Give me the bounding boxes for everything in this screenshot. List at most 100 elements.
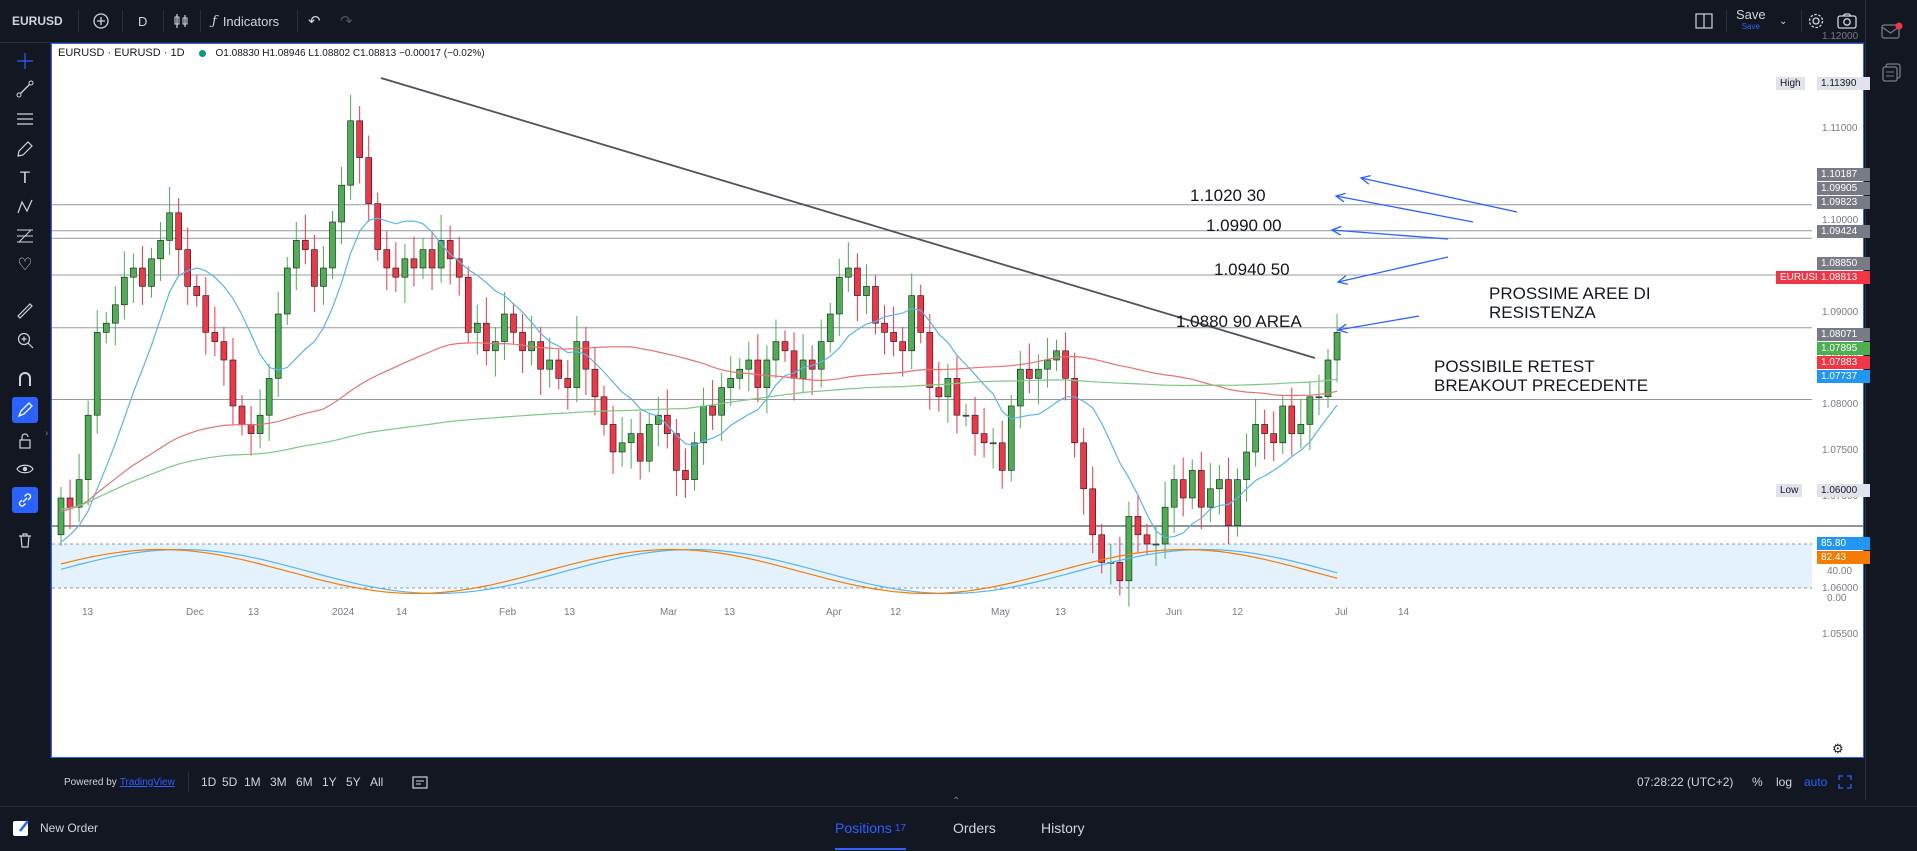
range-button-6m[interactable]: 6M — [296, 775, 313, 789]
tab-orders[interactable]: Orders — [953, 820, 996, 836]
candle-body — [700, 405, 707, 444]
annotation-level-2[interactable]: 1.0990 00 — [1206, 216, 1282, 235]
price-tick: 1.08000 — [1822, 399, 1859, 410]
candle-body — [1252, 424, 1259, 453]
candle-body — [293, 240, 300, 269]
arrow-to-level-2-head — [1334, 192, 1346, 203]
favorites-heart-icon[interactable]: ♡ — [17, 255, 33, 274]
axis-settings-gear-icon[interactable]: ⚙ — [1832, 741, 1844, 756]
add-symbol-icon[interactable] — [92, 0, 110, 42]
candle-body — [383, 249, 391, 269]
trend-line-icon[interactable] — [12, 76, 38, 102]
collapse-chevron-icon[interactable]: › — [45, 428, 49, 439]
candle-body — [998, 442, 1006, 471]
symbol-search[interactable]: EURUSD — [12, 14, 63, 28]
candle-body — [121, 276, 128, 306]
price-badge: 1.07883 — [1817, 356, 1870, 369]
candle-body — [1007, 405, 1015, 471]
candle-body — [645, 424, 653, 462]
candle-body — [845, 267, 852, 278]
horizontal-lines-icon[interactable] — [12, 106, 38, 132]
candle-body — [148, 258, 155, 287]
range-button-5d[interactable]: 5D — [222, 775, 238, 789]
price-badge-label: Low — [1776, 484, 1803, 497]
legend-title[interactable]: EURUSD · EURUSD · 1D — [58, 47, 185, 59]
new-order-button[interactable]: New Order — [12, 806, 98, 850]
candle-body — [1016, 368, 1024, 407]
panel-toggle-chevron-up-icon[interactable]: ⌃ — [952, 796, 961, 807]
date-range-icon[interactable] — [412, 760, 428, 804]
save-button[interactable]: Save Save — [1736, 7, 1766, 31]
log-toggle[interactable]: log — [1776, 775, 1793, 789]
percent-toggle[interactable]: % — [1752, 775, 1763, 789]
fib-icon[interactable] — [12, 223, 38, 249]
time-tick: 13 — [1055, 607, 1067, 618]
interval-button[interactable]: D — [138, 13, 148, 29]
lock-icon[interactable] — [12, 428, 38, 454]
candle-body — [953, 378, 961, 416]
redo-icon[interactable]: ↷ — [340, 13, 353, 30]
ruler-icon[interactable] — [12, 298, 38, 324]
market-status-dot — [198, 49, 206, 57]
candle-body — [854, 267, 861, 296]
candle-body — [1297, 424, 1305, 434]
candle-body — [492, 341, 499, 352]
price-tick: 1.09000 — [1822, 307, 1859, 318]
candle-body — [736, 368, 744, 379]
pattern-icon[interactable] — [12, 194, 38, 220]
annotation-level-3[interactable]: 1.0940 50 — [1214, 260, 1290, 279]
candle-body — [1306, 396, 1314, 425]
drawing-mode-pencil-icon[interactable] — [12, 397, 38, 423]
indicators-button[interactable]: ƒ Indicators — [212, 13, 280, 29]
annotation-resistance-note[interactable]: PROSSIME AREE DI RESISTENZA — [1489, 284, 1651, 322]
annotation-retest-note[interactable]: POSSIBILE RETEST BREAKOUT PRECEDENTE — [1434, 357, 1649, 395]
oscillator-badge: 85.80 — [1817, 537, 1870, 550]
delete-trash-icon[interactable] — [12, 527, 38, 553]
sync-link-icon[interactable] — [12, 487, 38, 513]
snapshot-camera-icon[interactable] — [1837, 0, 1857, 42]
tab-history[interactable]: History — [1041, 820, 1085, 836]
crosshair-icon[interactable] — [12, 48, 38, 74]
zoom-in-icon[interactable] — [12, 327, 38, 353]
layout-icon[interactable] — [1695, 0, 1713, 42]
save-menu-chevron-down-icon[interactable]: ⌄ — [1779, 15, 1788, 27]
text-tool-icon[interactable]: T — [19, 168, 31, 187]
candle-body — [111, 304, 119, 324]
annotation-level-4[interactable]: 1.0880 90 AREA — [1176, 312, 1302, 331]
candle-body — [917, 295, 925, 333]
watchlist-icon[interactable] — [1882, 63, 1902, 88]
range-button-all[interactable]: All — [370, 775, 384, 789]
candle-body — [211, 332, 219, 342]
range-button-1y[interactable]: 1Y — [322, 775, 337, 789]
chart-type-icon[interactable] — [173, 0, 189, 42]
candle-body — [1098, 534, 1106, 563]
price-badge-label: High — [1776, 77, 1805, 90]
messages-icon[interactable] — [1881, 22, 1903, 47]
auto-scale-toggle[interactable]: auto — [1804, 775, 1828, 789]
settings-gear-icon[interactable] — [1807, 0, 1825, 42]
annotation-level-1[interactable]: 1.1020 30 — [1190, 186, 1266, 205]
candle-body — [682, 470, 689, 480]
clock-timezone[interactable]: 07:28:22 (UTC+2) — [1637, 775, 1734, 789]
range-button-5y[interactable]: 5Y — [346, 775, 361, 789]
chart-pane[interactable]: EURUSD · EURUSD · 1D O1.08830 H1.08946 L… — [51, 31, 1870, 758]
candle-body — [229, 359, 237, 407]
candle-body — [618, 442, 626, 453]
price-badge: 1.07737 — [1817, 370, 1870, 383]
candle-body — [546, 359, 554, 370]
tradingview-link[interactable]: TradingView — [119, 776, 175, 788]
undo-icon[interactable]: ↶ — [308, 13, 321, 30]
candle-body — [1062, 350, 1069, 379]
fullscreen-icon[interactable] — [1838, 760, 1852, 804]
brush-icon[interactable] — [12, 136, 38, 162]
price-chart[interactable] — [52, 44, 1863, 757]
range-button-1d[interactable]: 1D — [201, 775, 217, 789]
price-badge: 1.10187 — [1817, 168, 1870, 181]
visibility-eye-icon[interactable] — [12, 456, 38, 482]
candle-body — [166, 212, 173, 241]
tab-positions[interactable]: Positions 17 — [835, 806, 906, 850]
time-tick: 13 — [564, 607, 576, 618]
range-button-1m[interactable]: 1M — [244, 775, 261, 789]
range-button-3m[interactable]: 3M — [270, 775, 287, 789]
magnet-icon[interactable] — [12, 366, 38, 392]
